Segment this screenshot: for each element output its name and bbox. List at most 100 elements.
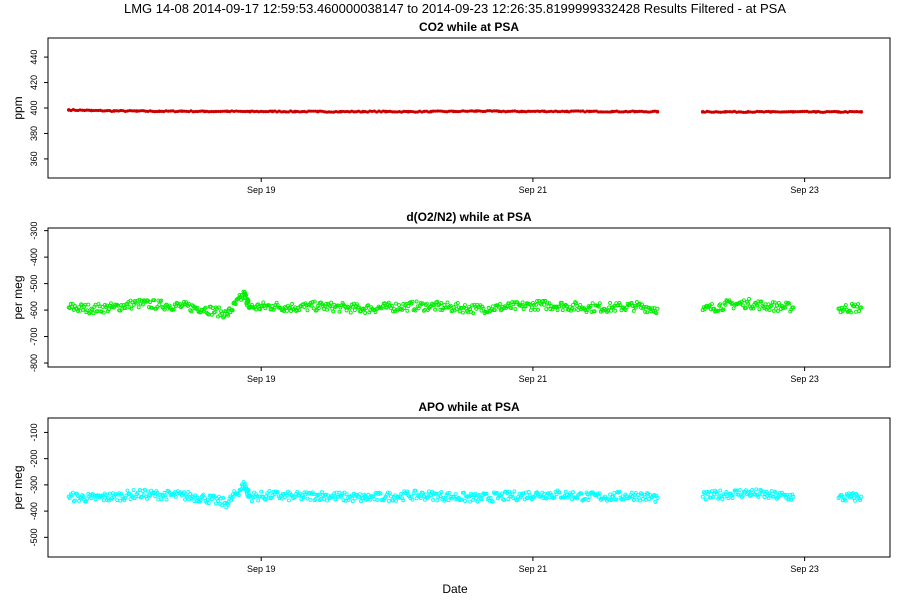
data-point: [329, 300, 334, 305]
data-point: [287, 498, 291, 503]
data-point: [139, 109, 143, 113]
data-point: [807, 110, 811, 114]
data-point: [213, 501, 218, 506]
data-point: [413, 488, 418, 493]
data-point: [322, 497, 326, 501]
x-tick-label: Sep 21: [519, 185, 548, 195]
data-point: [358, 492, 362, 497]
data-point: [145, 496, 149, 501]
data-point: [233, 302, 238, 307]
data-point: [655, 109, 660, 114]
data-point: [631, 308, 636, 313]
y-tick-label: -300: [29, 222, 39, 240]
data-point: [275, 490, 280, 495]
data-point: [531, 109, 535, 113]
data-point: [118, 308, 123, 313]
data-point: [261, 110, 266, 114]
data-point: [136, 305, 141, 310]
data-point: [341, 498, 346, 503]
data-point: [803, 109, 807, 114]
data-point: [541, 298, 546, 303]
data-point: [119, 108, 123, 113]
data-point: [226, 313, 230, 318]
data-point: [485, 310, 490, 315]
data-point: [572, 109, 576, 113]
data-point: [771, 308, 776, 313]
data-point: [206, 501, 211, 506]
data-point: [89, 108, 94, 113]
data-point: [762, 495, 767, 500]
data-point: [77, 498, 81, 503]
data-point: [236, 109, 241, 113]
data-point: [256, 498, 261, 503]
data-point: [780, 110, 784, 114]
data-point: [544, 307, 549, 312]
data-point: [431, 498, 436, 502]
data-point: [853, 498, 858, 503]
data-point: [216, 109, 220, 114]
data-point: [859, 110, 864, 114]
data-point: [726, 110, 730, 114]
y-tick-label: 440: [29, 50, 39, 65]
data-point: [526, 490, 531, 494]
data-point: [839, 110, 843, 114]
data-point: [709, 495, 713, 500]
data-point: [155, 304, 160, 309]
data-point: [481, 109, 485, 114]
data-point: [302, 305, 307, 309]
data-point: [859, 494, 864, 499]
panel-title: CO2 while at PSA: [419, 20, 519, 34]
data-point: [344, 308, 349, 313]
data-point: [728, 110, 732, 114]
y-tick-label: 400: [29, 100, 39, 115]
data-point: [555, 308, 560, 313]
data-point: [586, 498, 591, 502]
data-point: [655, 495, 660, 501]
data-point: [310, 300, 315, 304]
data-point: [498, 301, 502, 306]
data-point: [193, 493, 198, 498]
data-point: [545, 300, 550, 305]
data-point: [386, 499, 391, 503]
data-point: [578, 303, 583, 307]
data-point: [612, 491, 617, 496]
y-tick-label: -500: [29, 275, 39, 293]
data-point: [601, 110, 605, 114]
data-point: [560, 308, 565, 313]
data-point: [608, 492, 613, 497]
data-point: [721, 307, 726, 312]
y-tick-label: -700: [29, 328, 39, 346]
data-point: [751, 306, 756, 311]
data-point: [352, 110, 356, 114]
data-point: [300, 110, 304, 114]
data-point: [526, 109, 530, 113]
data-point: [265, 491, 270, 496]
data-point: [210, 306, 215, 311]
data-point: [473, 491, 478, 496]
data-point: [410, 299, 415, 304]
data-point: [563, 489, 568, 494]
data-point: [617, 489, 622, 494]
data-point: [314, 307, 319, 312]
data-point: [346, 497, 351, 502]
data-point: [590, 301, 595, 306]
data-point: [486, 109, 490, 113]
data-point: [737, 110, 741, 114]
data-point: [186, 489, 191, 494]
data-point: [854, 309, 859, 314]
data-point: [313, 497, 318, 501]
data-point: [363, 310, 368, 315]
data-point: [463, 499, 467, 503]
data-point: [741, 298, 746, 303]
y-tick-label: -500: [29, 528, 39, 546]
data-point: [536, 307, 541, 312]
data-point: [718, 488, 723, 493]
data-point: [246, 299, 251, 304]
data-point: [585, 308, 590, 312]
data-point: [607, 497, 612, 502]
data-point: [579, 491, 584, 496]
data-point: [467, 109, 472, 113]
data-point: [510, 492, 515, 497]
data-point: [513, 307, 518, 311]
data-point: [117, 491, 122, 496]
